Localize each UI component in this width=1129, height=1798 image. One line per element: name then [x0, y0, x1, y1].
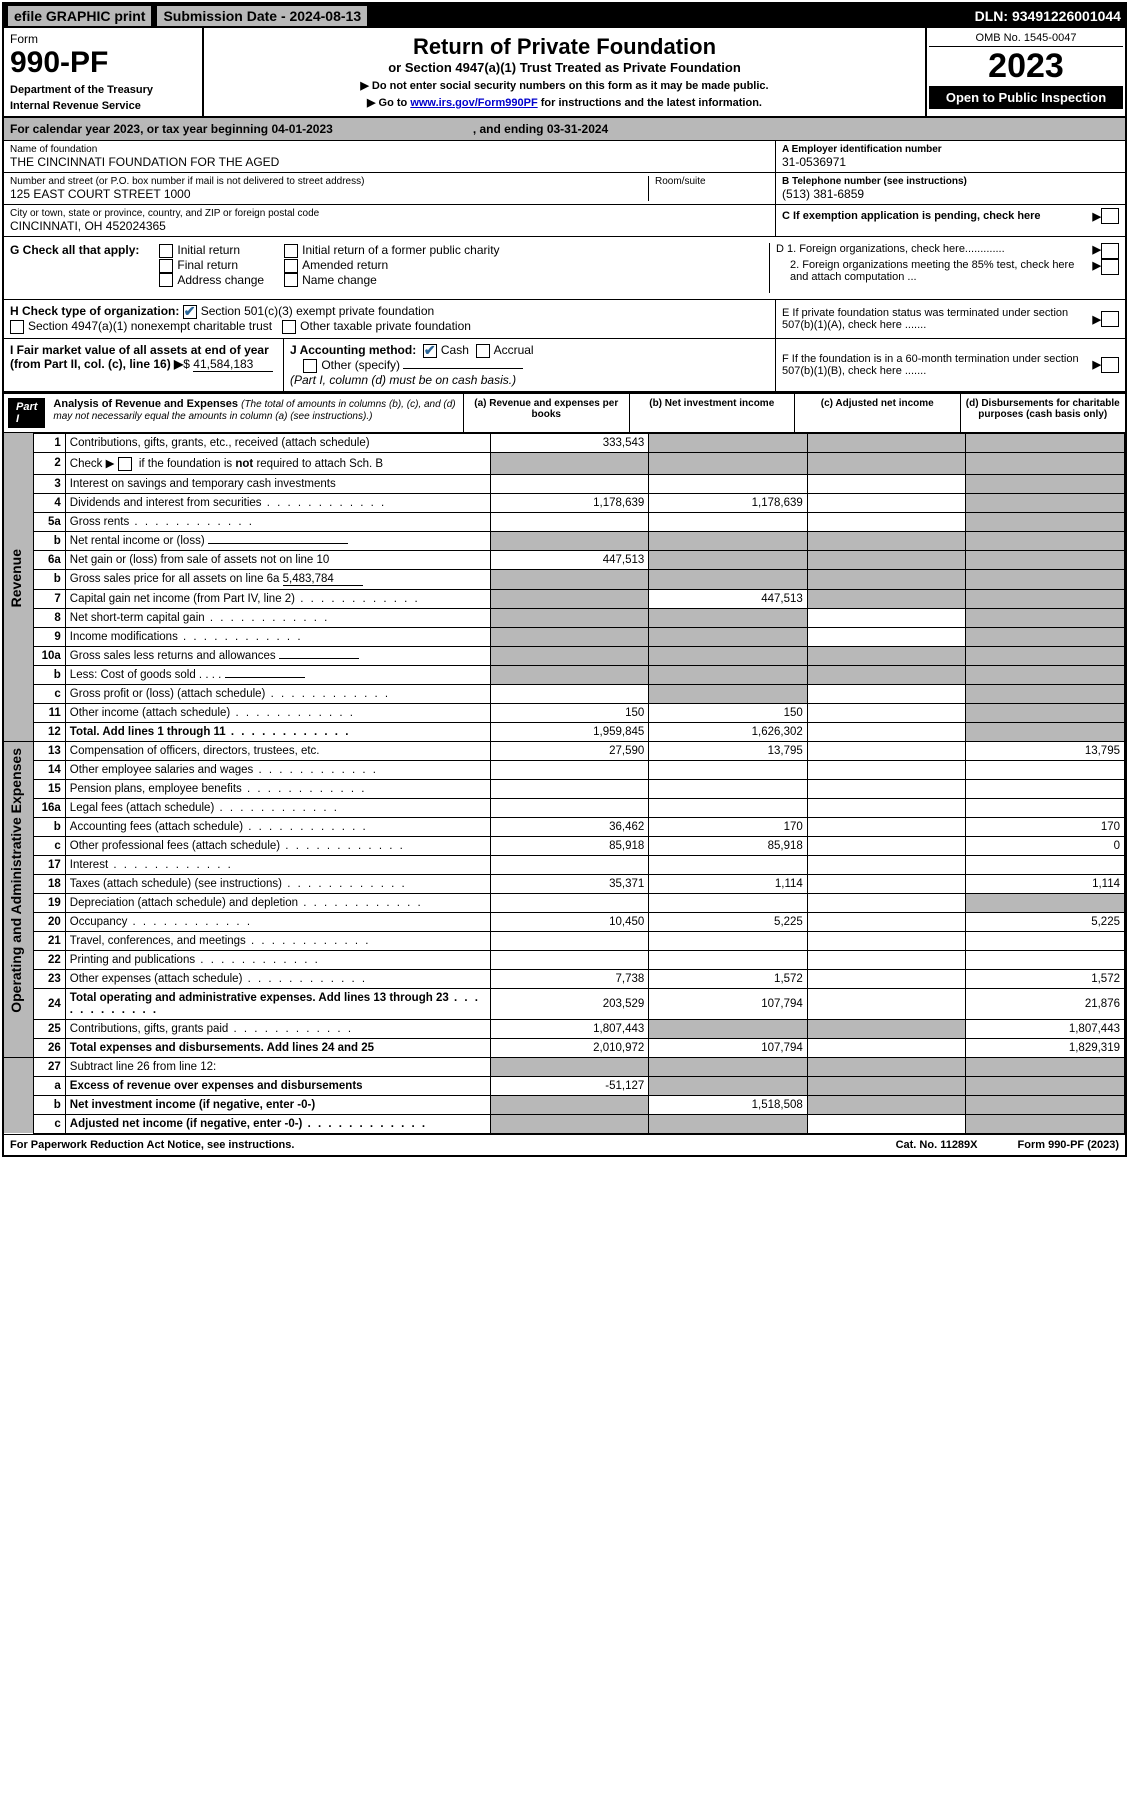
part1-title: Analysis of Revenue and Expenses: [53, 398, 238, 410]
h-501c3-checkbox[interactable]: [183, 305, 197, 319]
irs-link[interactable]: www.irs.gov/Form990PF: [410, 97, 537, 109]
g-label: G Check all that apply:: [10, 243, 139, 287]
schb-checkbox[interactable]: [118, 457, 132, 471]
j-label: J Accounting method:: [290, 343, 416, 357]
calendar-year-row: For calendar year 2023, or tax year begi…: [4, 118, 1125, 141]
room-label: Room/suite: [655, 176, 769, 187]
form-subtitle: or Section 4947(a)(1) Trust Treated as P…: [210, 60, 919, 75]
form-label: Form: [10, 32, 196, 46]
paperwork-notice: For Paperwork Reduction Act Notice, see …: [10, 1139, 294, 1151]
note-link: ▶ Go to www.irs.gov/Form990PF for instru…: [210, 96, 919, 109]
c-label: C If exemption application is pending, c…: [782, 210, 1093, 222]
h-label: H Check type of organization:: [10, 304, 179, 318]
phone-value: (513) 381-6859: [782, 187, 1119, 201]
revenue-side-label: Revenue: [8, 549, 24, 607]
g-address-change[interactable]: [159, 273, 173, 287]
phone-label: B Telephone number (see instructions): [782, 176, 1119, 187]
form-number: 990-PF: [10, 46, 196, 80]
irs-label: Internal Revenue Service: [10, 100, 196, 112]
expenses-side-label: Operating and Administrative Expenses: [8, 748, 24, 1013]
h-4947-checkbox[interactable]: [10, 320, 24, 334]
part1-tag: Part I: [8, 398, 45, 428]
d2-checkbox[interactable]: [1101, 259, 1119, 275]
dept-treasury: Department of the Treasury: [10, 84, 196, 96]
street-address: 125 EAST COURT STREET 1000: [10, 187, 648, 201]
d1-checkbox[interactable]: [1101, 243, 1119, 259]
open-inspection: Open to Public Inspection: [929, 86, 1123, 109]
submission-date: Submission Date - 2024-08-13: [157, 6, 367, 26]
e-checkbox[interactable]: [1101, 311, 1119, 327]
form-ref: Form 990-PF (2023): [1018, 1139, 1119, 1151]
col-b-header: (b) Net investment income: [630, 394, 796, 432]
j-cash-checkbox[interactable]: [423, 344, 437, 358]
col-d-header: (d) Disbursements for charitable purpose…: [961, 394, 1126, 432]
city-state-zip: CINCINNATI, OH 452024365: [10, 219, 769, 233]
c-checkbox[interactable]: [1101, 208, 1119, 224]
tax-year: 2023: [929, 47, 1123, 86]
dln: DLN: 93491226001044: [975, 8, 1121, 24]
j-accrual-checkbox[interactable]: [476, 344, 490, 358]
ein-value: 31-0536971: [782, 155, 1119, 169]
col-c-header: (c) Adjusted net income: [795, 394, 961, 432]
note-ssn: ▶ Do not enter social security numbers o…: [210, 79, 919, 92]
efile-label: efile GRAPHIC print: [8, 6, 151, 26]
g-initial-return[interactable]: [159, 244, 173, 258]
j-other-checkbox[interactable]: [303, 359, 317, 373]
addr-label: Number and street (or P.O. box number if…: [10, 176, 648, 187]
form-header: Form 990-PF Department of the Treasury I…: [4, 28, 1125, 118]
topbar: efile GRAPHIC print Submission Date - 20…: [4, 4, 1125, 28]
i-value: 41,584,183: [193, 357, 273, 372]
foundation-name: THE CINCINNATI FOUNDATION FOR THE AGED: [10, 155, 769, 169]
omb-number: OMB No. 1545-0047: [929, 30, 1123, 47]
g-final-return[interactable]: [159, 259, 173, 273]
page-footer: For Paperwork Reduction Act Notice, see …: [4, 1134, 1125, 1155]
name-label: Name of foundation: [10, 144, 769, 155]
city-label: City or town, state or province, country…: [10, 208, 769, 219]
ein-label: A Employer identification number: [782, 144, 1119, 155]
g-initial-former[interactable]: [284, 244, 298, 258]
form-title: Return of Private Foundation: [210, 34, 919, 60]
analysis-table: Revenue 1Contributions, gifts, grants, e…: [4, 433, 1125, 1134]
g-name-change[interactable]: [284, 273, 298, 287]
h-other-checkbox[interactable]: [282, 320, 296, 334]
g-amended[interactable]: [284, 259, 298, 273]
f-checkbox[interactable]: [1101, 357, 1119, 373]
cat-no: Cat. No. 11289X: [896, 1139, 978, 1151]
j-note: (Part I, column (d) must be on cash basi…: [290, 373, 516, 387]
col-a-header: (a) Revenue and expenses per books: [464, 394, 630, 432]
